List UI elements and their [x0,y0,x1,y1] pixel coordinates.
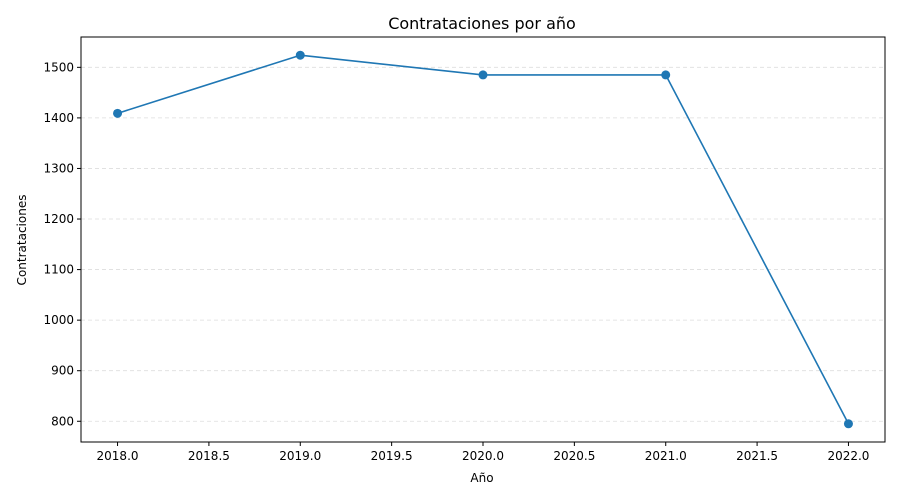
y-tick-label: 1500 [43,60,74,74]
data-point [478,70,488,80]
x-tick-label: 2021.5 [736,449,778,463]
x-tick-label: 2021.0 [645,449,687,463]
x-tick-label: 2019.5 [371,449,413,463]
x-tick-label: 2022.0 [827,449,869,463]
x-tick-label: 2020.5 [553,449,595,463]
grid-lines [81,66,885,422]
data-point [113,108,123,118]
y-tick-label: 1300 [43,161,74,175]
y-tick-label: 1400 [43,111,74,125]
series-layer [113,50,853,429]
data-point [661,70,671,80]
x-tick-label: 2018.5 [188,449,230,463]
y-tick-label: 1100 [43,263,74,277]
chart-title: Contrataciones por año [388,14,576,33]
x-axis-label: Año [470,471,493,485]
y-tick-label: 1200 [43,212,74,226]
y-tick-label: 800 [51,414,74,428]
x-tick-label: 2019.0 [279,449,321,463]
data-point [843,419,853,429]
y-axis-label: Contrataciones [15,195,29,286]
x-tick-label: 2018.0 [97,449,139,463]
x-tick-label: 2020.0 [462,449,504,463]
data-point [295,50,305,60]
y-tick-label: 900 [51,364,74,378]
y-tick-label: 1000 [43,313,74,327]
axis-ticks: 800 900 1000 1100 1200 1300 1400 1500 2018.0 2018… [43,60,869,463]
